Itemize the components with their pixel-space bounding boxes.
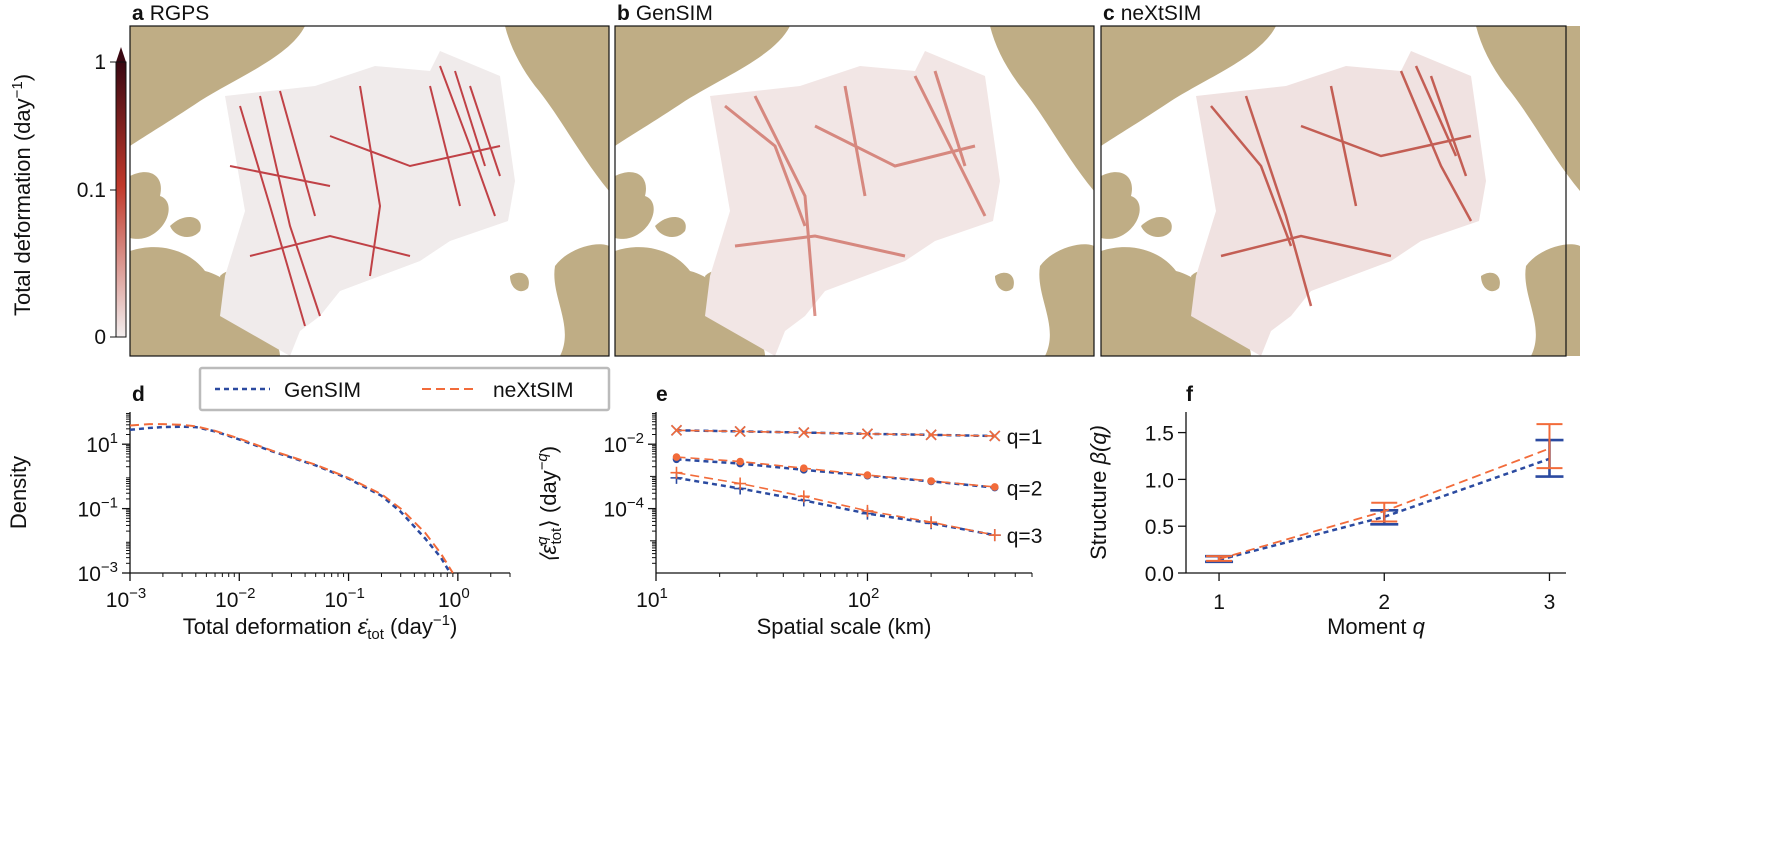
colorbar-gradient [115,61,127,338]
x-axis-label: Total deformation ε̇tot (day−1) [183,612,458,643]
legend-nextsim-label: neXtSIM [493,379,574,402]
series-label: q=1 [1007,426,1043,449]
series-line [676,458,995,489]
series-line [676,476,995,537]
data-point [925,516,938,529]
data-point [863,471,872,479]
colorbar-tick-0: 0 [94,326,106,349]
y-tick-label: 10−3 [78,559,118,586]
data-point [800,464,808,472]
colorbar: 1 0.1 0 Total deformation (day−1) [9,47,127,349]
x-tick-label: 10−2 [215,585,255,612]
colorbar-tick-0.1: 0.1 [77,179,106,202]
series-label: q=3 [1007,525,1043,548]
ice-coverage [705,51,1000,356]
ice-coverage [1191,51,1486,356]
series-line [676,429,995,437]
data-point [798,426,810,439]
data-point [925,429,937,441]
series-gensim-line [129,425,452,574]
x-tick-label: 101 [636,585,668,612]
x-tick-label: 2 [1378,591,1390,614]
y-tick-label: 10−4 [604,495,644,522]
colorbar-extend-arrow [116,47,126,62]
chart-e: 101 102 10−4 10−2 q=1 q=2 q=3 Spatial scale (km… [534,412,1042,639]
x-tick-label: 102 [848,585,880,612]
panel-a-label: a RGPS [132,2,209,25]
y-axis-label: ⟨ε̇qtot⟩ (day−q) [534,446,565,563]
panel-f-letter: f [1186,383,1194,406]
data-point [861,428,874,440]
colorbar-label: Total deformation (day−1) [9,74,35,316]
deformation-features [229,65,501,327]
data-point [988,529,1001,542]
series-nextsim-line [129,423,454,574]
y-tick-label: 10−1 [78,495,118,522]
y-tick-label: 10−2 [604,430,644,457]
series-line [676,471,995,536]
panel-b: b GenSIM [614,2,1095,357]
colorbar-tick-1: 1 [94,51,106,74]
data-point [861,504,874,517]
panel-d-letter: d [132,383,145,406]
y-tick-label: 0.5 [1145,516,1174,539]
data-point [927,477,935,485]
data-point [989,430,1001,442]
y-tick-label: 1.5 [1145,423,1174,446]
x-axis-label: Moment q [1327,614,1426,639]
data-point [672,453,681,461]
series-gensim-line [1218,457,1550,562]
legend: GenSIM neXtSIM [198,366,611,412]
x-tick-label: 10−3 [106,585,146,612]
x-tick-label: 3 [1544,591,1556,614]
data-point [990,483,999,491]
y-axis-label: Structure β(q) [1086,425,1111,560]
panel-a: a RGPS [129,2,610,357]
legend-gensim-label: GenSIM [284,379,361,402]
data-point [670,466,683,479]
x-axis-label: Spatial scale (km) [757,614,932,639]
x-tick-label: 10−1 [324,585,364,612]
series-line [676,456,995,488]
chart-d: 10−3 10−2 10−1 100 10−3 10−1 101 Total deformat… [6,412,511,643]
series-line [676,429,995,438]
y-tick-label: 0.0 [1145,563,1174,586]
x-tick-label: 100 [438,585,470,612]
deformation-features [1210,65,1473,307]
panel-b-label: b GenSIM [617,2,713,25]
data-point [734,425,746,437]
series-label: q=2 [1007,478,1043,501]
data-point [734,477,747,490]
deformation-features [724,70,987,317]
chart-f: 1 2 3 0.0 0.5 1.0 1.5 Moment q Structure β(q) [1086,412,1566,639]
data-point [736,457,744,466]
data-point [797,490,810,503]
y-tick-label: 1.0 [1145,469,1174,492]
y-axis-label: Density [6,456,31,529]
y-tick-label: 101 [86,430,118,457]
x-tick-label: 1 [1213,591,1225,614]
data-point [670,424,683,436]
panel-c-label: c neXtSIM [1103,2,1201,25]
panel-e-letter: e [656,383,668,406]
panel-c: c neXtSIM [1100,2,1580,357]
